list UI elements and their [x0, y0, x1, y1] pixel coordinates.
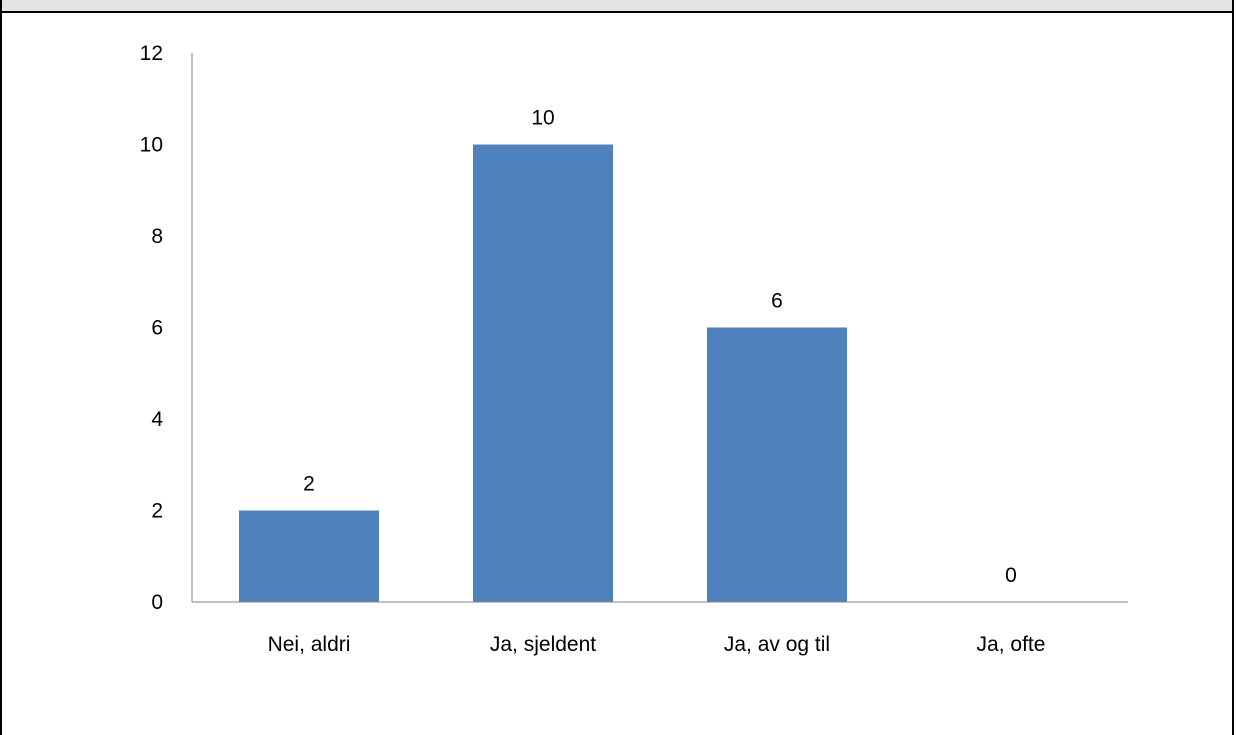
- y-tick-label: 2: [151, 500, 163, 523]
- x-category-label: Ja, ofte: [977, 633, 1046, 656]
- data-labels-group: 2 10 6 0: [303, 107, 1017, 588]
- data-label: 0: [1005, 564, 1017, 587]
- y-tick-label: 0: [151, 591, 163, 614]
- bar: [473, 144, 613, 602]
- y-tick-label: 6: [151, 317, 163, 340]
- x-category-label: Nei, aldri: [268, 633, 351, 656]
- y-tick-label: 8: [151, 225, 163, 248]
- data-label: 2: [303, 473, 315, 496]
- y-tick-label: 12: [140, 42, 163, 65]
- data-label: 10: [531, 107, 554, 130]
- frame-right-border: [1232, 0, 1234, 735]
- y-axis-tick-labels: 0 2 4 6 8 10 12: [140, 42, 164, 614]
- bars-group: [239, 144, 847, 602]
- y-tick-label: 4: [151, 408, 163, 431]
- x-category-label: Ja, av og til: [724, 633, 830, 656]
- data-label: 6: [771, 290, 783, 313]
- frame-left-border: [0, 0, 2, 735]
- x-axis-category-labels: Nei, aldri Ja, sjeldent Ja, av og til Ja, o…: [268, 633, 1046, 656]
- bar: [707, 327, 847, 602]
- x-category-label: Ja, sjeldent: [490, 633, 596, 656]
- bar: [239, 510, 379, 602]
- y-tick-label: 10: [140, 134, 163, 157]
